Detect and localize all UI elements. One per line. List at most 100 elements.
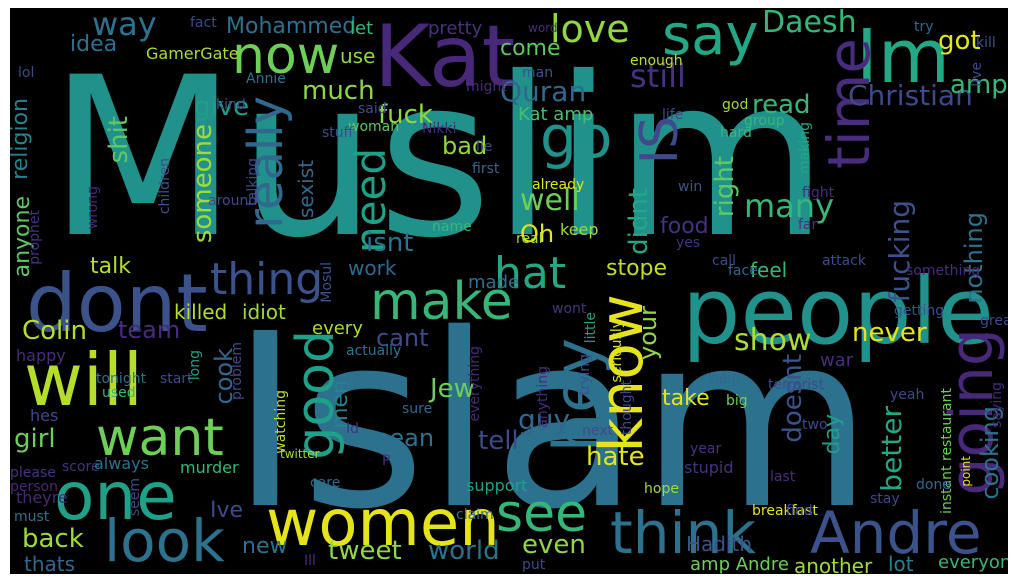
cloud-word: shit (104, 116, 134, 164)
cloud-word: give (194, 92, 250, 122)
cloud-word: come (500, 36, 561, 61)
cloud-word: Andre (810, 499, 982, 567)
cloud-word: Mohammed (226, 14, 357, 39)
cloud-word: live (969, 62, 985, 87)
cloud-word: Jew (430, 374, 475, 404)
cloud-word: score (62, 459, 100, 475)
cloud-word: work (348, 256, 397, 280)
cloud-word: guy (518, 403, 571, 436)
cloud-word: something (906, 263, 981, 279)
cloud-word: Kat (374, 8, 516, 107)
cloud-word: made (468, 272, 520, 293)
cloud-word: everything (467, 346, 483, 422)
cloud-word: religion (10, 98, 33, 180)
cloud-word: every (312, 318, 363, 339)
cloud-word: team (118, 316, 181, 344)
cloud-word: hope (644, 481, 679, 497)
cloud-word: wrong (85, 186, 101, 230)
cloud-word: fact (190, 15, 217, 31)
cloud-word: instant restaurant (939, 388, 955, 514)
cloud-word: done (916, 477, 951, 493)
cloud-word: murder (180, 458, 239, 477)
cloud-word: many (744, 187, 834, 225)
cloud-word: amp Andre (690, 554, 789, 574)
cloud-word: Islam (230, 282, 874, 562)
cloud-word: world (428, 536, 500, 566)
cloud-word: actually (346, 343, 402, 359)
cloud-word: seriously (609, 320, 625, 383)
cloud-word: point (959, 456, 973, 487)
cloud-word: claim (456, 507, 494, 523)
cloud-word: talk (90, 254, 131, 279)
cloud-word: show (734, 323, 812, 358)
cloud-word: big (726, 393, 748, 409)
cloud-word: someone (188, 124, 218, 244)
cloud-word: thought (619, 380, 635, 436)
cloud-word: support (466, 476, 528, 495)
cloud-word: help (710, 371, 741, 387)
cloud-word: read (752, 90, 811, 120)
cloud-word: think (610, 499, 756, 567)
cloud-word: fucking (883, 200, 916, 303)
cloud-word: already (532, 177, 585, 193)
cloud-word: last (770, 469, 796, 485)
cloud-word: care (310, 475, 341, 491)
cloud-word: call (712, 253, 737, 269)
cloud-word: hes (30, 406, 59, 425)
cloud-word: feel (750, 258, 788, 282)
cloud-word: hate (586, 442, 645, 472)
cloud-word: might (466, 79, 507, 95)
cloud-word: little (583, 312, 599, 344)
cloud-word: thing (210, 254, 324, 305)
cloud-word: win (678, 179, 703, 195)
cloud-word: killed (174, 300, 228, 324)
cloud-word: getting (894, 303, 945, 319)
cloud-word: watching (273, 390, 289, 454)
cloud-word: problem (229, 342, 245, 400)
cloud-word: hard (720, 125, 752, 141)
cloud-word: fuck (378, 100, 433, 130)
cloud-word: dont (26, 257, 208, 350)
cloud-word: look (104, 507, 225, 574)
cloud-word: man (522, 65, 554, 81)
cloud-word: isnt (366, 228, 414, 258)
cloud-word: people (682, 258, 994, 365)
cloud-word: Nikki (422, 121, 457, 137)
cloud-word: name (432, 219, 472, 235)
cloud-word: another (794, 554, 873, 574)
cloud-word: way (92, 8, 157, 43)
cloud-word: stuff (322, 125, 354, 141)
cloud-word: Mosul (319, 262, 335, 303)
cloud-word: face (728, 263, 758, 279)
cloud-word: first (472, 161, 500, 177)
cloud-word: making (797, 122, 813, 174)
cloud-word: please (10, 465, 56, 481)
cloud-word: real (516, 231, 543, 247)
cloud-word: didnt (624, 188, 654, 255)
cloud-word: new (242, 534, 288, 559)
cloud-word: much (302, 76, 375, 106)
cloud-word: life (662, 107, 684, 123)
cloud-word: tell (478, 426, 519, 456)
cloud-word: try (914, 19, 934, 35)
cloud-word: long (187, 350, 203, 381)
cloud-word: great (980, 313, 1008, 329)
cloud-word: lot (888, 552, 914, 574)
cloud-word: say (662, 8, 759, 68)
cloud-word: Ive (210, 498, 244, 523)
cloud-word: still (630, 57, 686, 95)
cloud-word: Muslim (48, 30, 829, 286)
cloud-word: Im (856, 14, 950, 100)
cloud-word: want (96, 408, 224, 468)
cloud-word: will (24, 338, 143, 422)
cloud-word: anything (535, 366, 551, 428)
cloud-word: Christian (848, 79, 973, 112)
cloud-word: god (722, 97, 749, 113)
cloud-word: stay (870, 491, 900, 507)
cloud-word: use (340, 44, 376, 68)
cloud-word: Oh (520, 220, 555, 248)
cloud-word: tonight (96, 371, 147, 387)
cloud-word: amp (950, 70, 1008, 100)
cloud-word: bad (442, 132, 488, 160)
cloud-word: idiot (242, 300, 286, 324)
